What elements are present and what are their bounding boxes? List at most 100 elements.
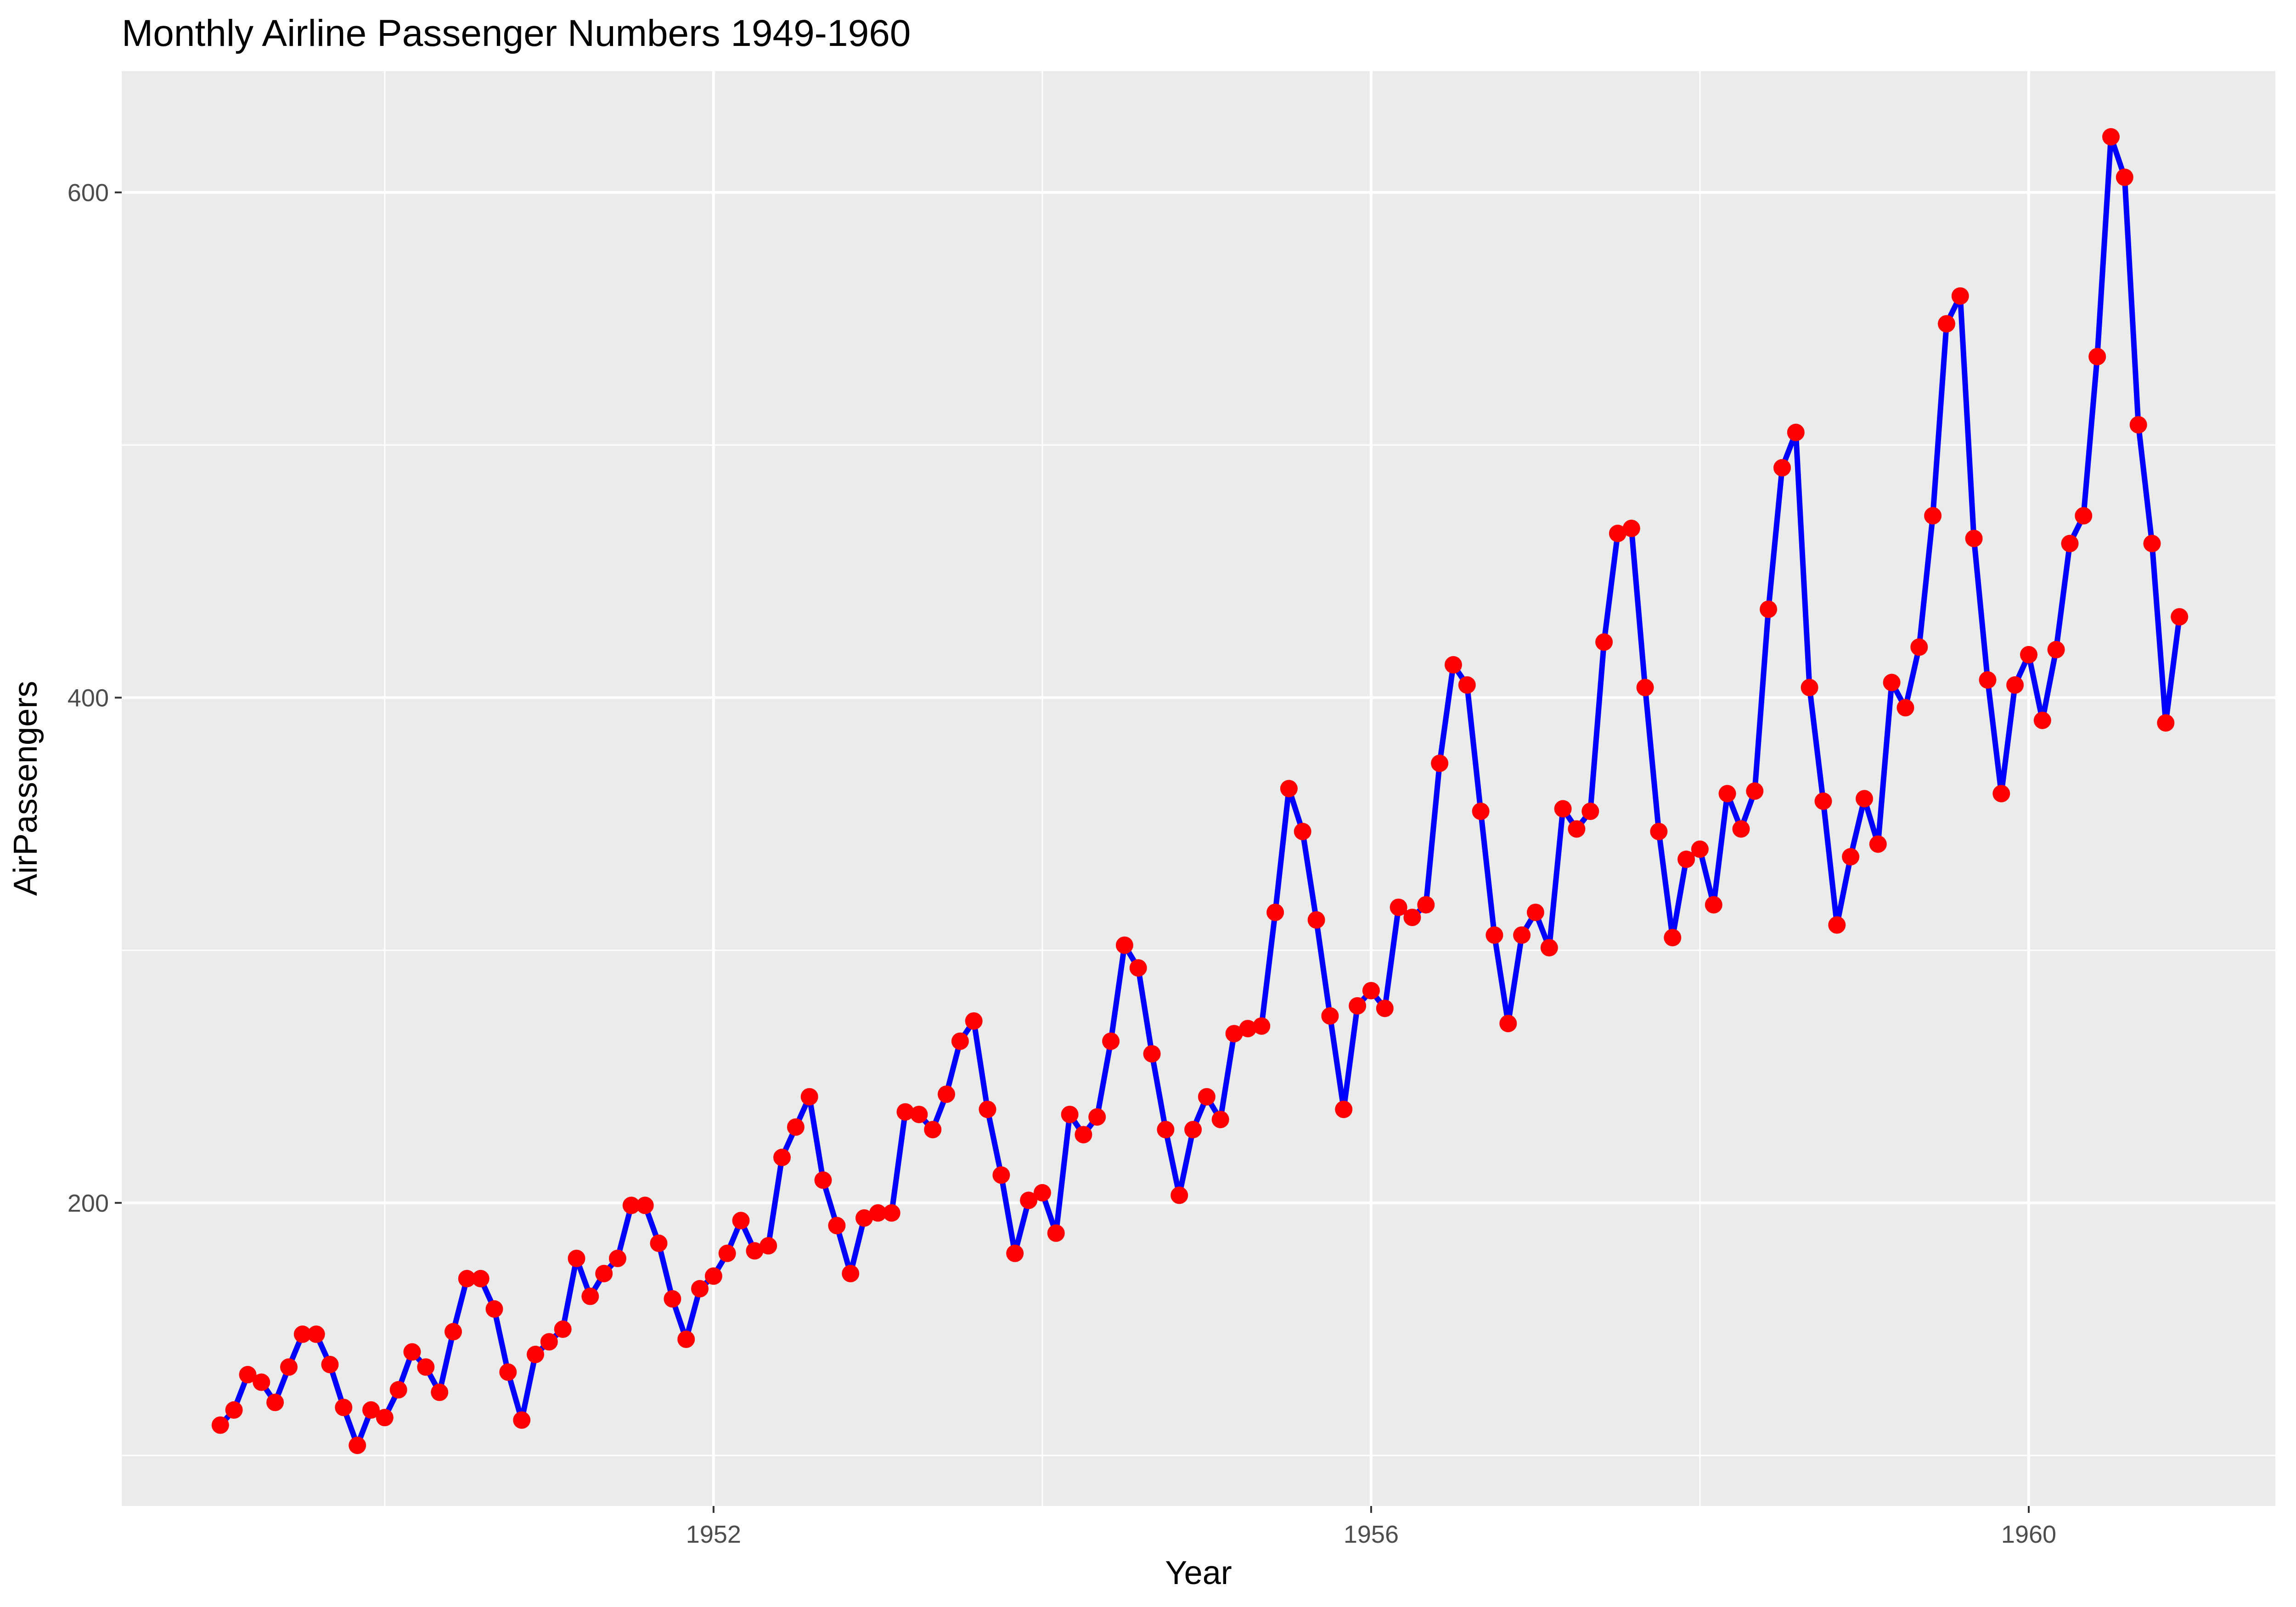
data-point xyxy=(1431,754,1449,772)
data-point xyxy=(1869,835,1887,853)
data-point xyxy=(1568,820,1586,838)
data-point xyxy=(485,1300,503,1318)
data-point xyxy=(2143,534,2161,552)
data-point xyxy=(746,1242,764,1260)
y-axis-title: AirPassengers xyxy=(7,681,44,896)
data-point xyxy=(445,1323,462,1341)
data-point xyxy=(1143,1045,1161,1063)
data-point xyxy=(1910,638,1928,656)
data-point xyxy=(1266,904,1284,921)
data-point xyxy=(2006,676,2024,694)
data-point xyxy=(2047,641,2065,658)
data-point xyxy=(1349,997,1367,1015)
data-point xyxy=(1540,939,1558,957)
major-gridlines xyxy=(122,71,2275,1506)
data-point xyxy=(1211,1111,1229,1129)
data-point xyxy=(417,1358,435,1376)
data-point xyxy=(2157,714,2175,732)
data-point xyxy=(1335,1101,1353,1118)
data-point xyxy=(225,1401,243,1419)
data-point xyxy=(239,1365,257,1383)
data-point xyxy=(1458,676,1476,694)
data-point xyxy=(1828,916,1846,934)
data-point xyxy=(1321,1007,1339,1025)
data-point xyxy=(1951,287,1969,305)
data-point xyxy=(211,1416,229,1434)
data-point xyxy=(896,1103,914,1121)
data-point xyxy=(1307,911,1325,929)
data-point xyxy=(1239,1020,1257,1038)
data-point xyxy=(554,1320,572,1338)
x-tick-label: 1956 xyxy=(1344,1521,1399,1548)
data-point xyxy=(1061,1106,1079,1124)
data-point xyxy=(280,1358,298,1376)
data-point xyxy=(1746,782,1764,800)
data-point xyxy=(1622,519,1640,537)
data-point xyxy=(458,1270,476,1287)
data-point xyxy=(1280,780,1298,798)
data-point xyxy=(1650,823,1668,840)
data-point xyxy=(1760,600,1778,618)
data-point xyxy=(1677,850,1695,868)
chart-title: Monthly Airline Passenger Numbers 1949-1… xyxy=(122,12,911,54)
data-point xyxy=(622,1197,640,1214)
y-tick-label: 600 xyxy=(68,179,109,207)
data-point xyxy=(869,1204,887,1222)
data-point xyxy=(1171,1186,1188,1204)
data-point xyxy=(828,1217,846,1235)
data-point xyxy=(842,1264,860,1282)
data-point xyxy=(992,1166,1010,1184)
data-point xyxy=(349,1437,366,1454)
data-point xyxy=(1883,674,1901,691)
plot-panel xyxy=(122,71,2275,1506)
data-point xyxy=(1403,909,1421,927)
data-point xyxy=(1842,848,1860,865)
data-point xyxy=(307,1325,325,1343)
data-point xyxy=(1773,459,1791,477)
data-point xyxy=(1636,679,1654,697)
data-point xyxy=(1033,1184,1051,1202)
series-points-group xyxy=(211,128,2189,1454)
data-point xyxy=(1253,1017,1271,1035)
data-point xyxy=(335,1399,353,1416)
x-tick-label: 1960 xyxy=(2001,1521,2056,1548)
data-point xyxy=(513,1411,531,1429)
data-point xyxy=(910,1106,928,1124)
minor-gridlines xyxy=(122,71,2275,1506)
data-point xyxy=(1814,792,1832,810)
data-point xyxy=(1896,699,1914,717)
data-point xyxy=(1979,671,1997,689)
data-point xyxy=(677,1330,695,1348)
data-point xyxy=(1102,1032,1120,1050)
data-point xyxy=(883,1204,900,1222)
data-point xyxy=(1938,315,1955,333)
data-point xyxy=(1198,1088,1216,1106)
data-point xyxy=(1376,1000,1394,1017)
data-point xyxy=(760,1237,777,1255)
data-point xyxy=(2171,608,2189,626)
data-point xyxy=(540,1333,558,1351)
x-axis-title: Year xyxy=(1165,1555,1232,1591)
data-point xyxy=(1088,1108,1106,1126)
data-point xyxy=(1417,896,1435,914)
data-point xyxy=(773,1148,791,1166)
data-point xyxy=(1020,1191,1038,1209)
y-axis-ticks: 200 400 600 xyxy=(68,179,122,1217)
data-point xyxy=(1115,936,1133,954)
data-point xyxy=(1664,929,1682,947)
data-point xyxy=(1129,959,1147,977)
data-point xyxy=(1787,423,1805,441)
x-axis-ticks: 1952 1956 1960 xyxy=(686,1506,2056,1548)
data-point xyxy=(389,1381,407,1399)
data-point xyxy=(1965,529,1983,547)
data-point xyxy=(1006,1244,1024,1262)
data-point xyxy=(800,1088,818,1106)
data-point xyxy=(2061,534,2079,552)
data-point xyxy=(1732,820,1750,838)
data-point xyxy=(253,1373,270,1391)
data-point xyxy=(431,1383,449,1401)
data-point xyxy=(1992,785,2010,803)
data-point xyxy=(965,1012,983,1030)
data-point xyxy=(568,1249,585,1267)
